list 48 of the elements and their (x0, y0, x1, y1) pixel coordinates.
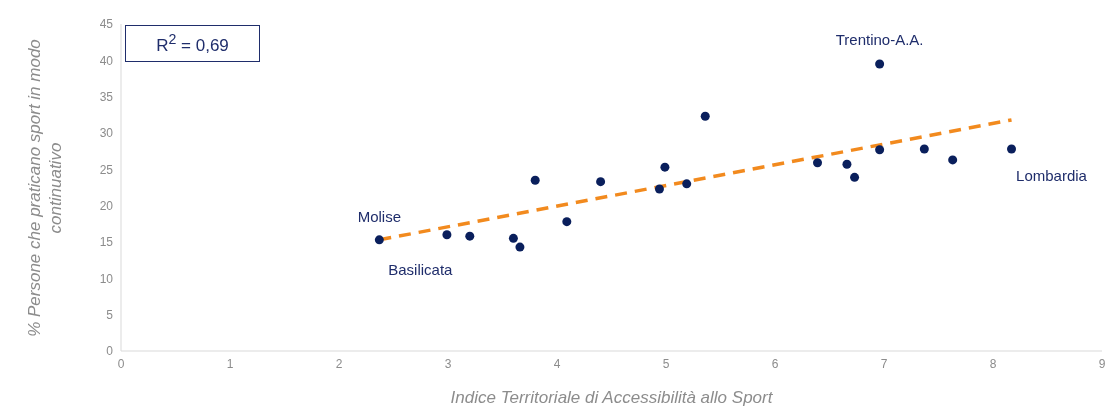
point (842, 159, 852, 169)
x-tick-label: 5 (662, 356, 670, 371)
y-tick-label: 35 (99, 89, 114, 104)
point (515, 242, 525, 252)
point (919, 144, 929, 154)
annotation: Basilicata (388, 260, 454, 278)
annotation: R$^{2}$ = 0,69 (156, 31, 229, 56)
y-tick-label: 0 (106, 344, 114, 359)
x-tick-label: 3 (444, 356, 452, 371)
x-tick-label: 6 (771, 356, 779, 371)
point (875, 59, 885, 69)
point (875, 145, 885, 155)
x-axis-title: Indice Territoriale di Accessibilità allo Sport (449, 388, 774, 408)
x-tick-label: 0 (117, 356, 125, 371)
y-tick-label: 45 (99, 17, 114, 32)
x-tick-label: 9 (1098, 356, 1106, 371)
x-tick-label: 4 (553, 356, 561, 371)
point (700, 111, 710, 121)
annotation: Molise (357, 207, 402, 225)
point (850, 172, 860, 182)
point (682, 179, 692, 189)
point (660, 162, 670, 172)
point (530, 175, 540, 185)
point (654, 184, 664, 194)
annotation: Lombardia (1016, 166, 1088, 184)
x-tick-label: 7 (880, 356, 888, 371)
y-tick-label: 20 (99, 198, 114, 213)
y-tick-label: 30 (99, 126, 114, 141)
y-tick-label: 25 (99, 162, 114, 177)
point (596, 177, 606, 187)
point (813, 158, 823, 168)
y-tick-label: 40 (99, 53, 114, 68)
point (442, 230, 452, 240)
x-tick-label: 1 (226, 356, 234, 371)
point (1007, 144, 1017, 154)
point (948, 155, 958, 165)
x-tick-label: 2 (335, 356, 343, 371)
point (562, 217, 572, 227)
point (508, 233, 518, 243)
annotation: Trentino-A.A. (835, 30, 924, 48)
point (465, 231, 475, 241)
text-box: R$^{2}$ = 0,69 (125, 25, 260, 62)
y-tick-label: 5 (106, 307, 114, 322)
x-tick-label: 8 (989, 356, 997, 371)
y-tick-label: 15 (99, 235, 114, 250)
point (374, 235, 384, 245)
y-tick-label: 10 (99, 271, 114, 286)
y-axis-title: % Persone che praticano sport in modo continuativo (24, 38, 66, 339)
